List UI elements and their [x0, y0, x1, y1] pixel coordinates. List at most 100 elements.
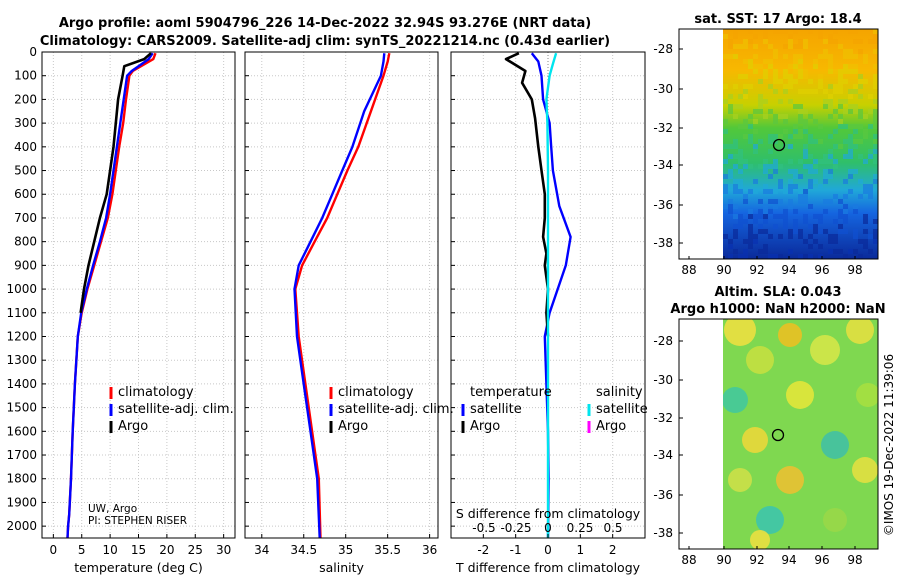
- info-institution: UW, Argo: [88, 503, 137, 515]
- x-axis-label: salinity: [319, 560, 364, 575]
- s-tick-label: 0: [544, 521, 552, 535]
- series-temperature-argo: [504, 52, 550, 337]
- lon-tick-label: 92: [749, 553, 764, 567]
- legend-argo: Argo: [118, 419, 148, 434]
- lat-tick-label: -28: [653, 42, 673, 56]
- depth-tick-label: 1400: [6, 377, 37, 391]
- lat-tick-label: -32: [653, 411, 673, 425]
- x-tick-label: 10: [102, 543, 117, 557]
- lon-tick-label: 96: [814, 263, 829, 277]
- lon-tick-label: 90: [716, 263, 731, 277]
- legend-argo-s: Argo: [338, 419, 368, 434]
- temperature-legend: climatology satellite-adj. clim. Argo: [109, 385, 234, 434]
- salinity-legend: climatology satellite-adj. clim. Argo: [329, 385, 454, 434]
- series-satellite-adj-clim-: [293, 53, 386, 539]
- depth-tick-label: 1700: [6, 448, 37, 462]
- legend-climatology: climatology: [118, 385, 194, 400]
- depth-tick-label: 0: [29, 45, 37, 59]
- depth-tick-label: 1600: [6, 424, 37, 438]
- lon-tick-label: 94: [781, 263, 796, 277]
- lon-tick-label: 88: [681, 263, 696, 277]
- lon-tick-label: 90: [716, 553, 731, 567]
- difference-panel: -2 -1 0 1 2 T difference from climatology: [450, 51, 646, 575]
- series-satellite-adj-clim-: [66, 52, 154, 539]
- lon-tick-label: 92: [749, 263, 764, 277]
- salinity-panel: 34 34.5 35 35.5 36 salinity: [244, 51, 439, 575]
- depth-tick-label: 1900: [6, 495, 37, 509]
- s-tick-label: 0.5: [603, 521, 622, 535]
- timestamp-stamp: ©IMOS 19-Dec-2022 11:39:06: [882, 354, 896, 536]
- legend-climatology-s: climatology: [338, 385, 414, 400]
- depth-tick-label: 2000: [6, 519, 37, 533]
- main-title-line1: Argo profile: aoml 5904796_226 14-Dec-20…: [59, 16, 591, 31]
- lat-tick-label: -32: [653, 121, 673, 135]
- x-axis-label: T difference from climatology: [455, 560, 641, 575]
- lat-tick-label: -34: [653, 158, 673, 172]
- depth-tick-label: 800: [14, 235, 37, 249]
- difference-legend: temperature salinity satellite Argo sate…: [461, 385, 648, 434]
- x-tick-label: 0: [544, 543, 552, 557]
- x-tick-label: 1: [577, 543, 585, 557]
- sla-map: [678, 318, 879, 550]
- main-title-line2: Climatology: CARS2009. Satellite-adj cli…: [40, 34, 610, 49]
- sst-map-title: sat. SST: 17 Argo: 18.4: [694, 12, 861, 27]
- x-tick-label: 25: [188, 543, 203, 557]
- s-tick-label: -0.5: [472, 521, 495, 535]
- sla-argo-marker: [771, 428, 785, 442]
- lat-tick-label: -28: [653, 334, 673, 348]
- x-tick-label: 30: [216, 543, 231, 557]
- x-tick-label: -2: [477, 543, 489, 557]
- series-climatology: [66, 52, 157, 539]
- x-tick-label: 20: [159, 543, 174, 557]
- x-tick-label: 35.5: [374, 543, 401, 557]
- series-salinity-satellite: [545, 52, 558, 538]
- depth-tick-label: 500: [14, 164, 37, 178]
- legend-satellite-adj: satellite-adj. clim.: [118, 402, 234, 417]
- x-axis-label: temperature (deg C): [74, 560, 203, 575]
- depth-tick-label: 100: [14, 69, 37, 83]
- depth-tick-label: 1500: [6, 401, 37, 415]
- lon-tick-label: 96: [814, 553, 829, 567]
- series-temperature-satellite: [530, 52, 572, 539]
- x-tick-label: 34: [254, 543, 269, 557]
- temperature-panel: 0 5 10 15 20 25 30 temperature (deg C): [41, 51, 236, 575]
- plot-frame: [244, 51, 439, 539]
- lat-tick-label: -30: [653, 82, 673, 96]
- lat-tick-label: -36: [653, 488, 673, 502]
- map-axes: 88 90 92 94 96 98 -28 -30 -32 -34 -36 -38 88 90 92 94 96…: [653, 42, 862, 567]
- sla-map-title-line2: Argo h1000: NaN h2000: NaN: [670, 302, 885, 317]
- depth-tick-label: 1200: [6, 329, 37, 343]
- depth-tick-label: 300: [14, 116, 37, 130]
- depth-tick-label: 900: [14, 258, 37, 272]
- sla-map-title-line1: Altim. SLA: 0.043: [715, 285, 842, 300]
- series-climatology: [294, 52, 391, 539]
- lon-tick-label: 98: [847, 553, 862, 567]
- x-tick-label: 35: [338, 543, 353, 557]
- series-argo: [79, 52, 152, 313]
- depth-tick-label: 1800: [6, 472, 37, 486]
- lat-tick-label: -30: [653, 373, 673, 387]
- legend-s-satellite: satellite: [596, 402, 648, 417]
- depth-tick-label: 700: [14, 211, 37, 225]
- s-tick-label: -0.25: [500, 521, 531, 535]
- info-pi: PI: STEPHEN RISER: [88, 515, 187, 527]
- legend-temperature-header: temperature: [470, 385, 552, 400]
- lon-tick-label: 94: [781, 553, 796, 567]
- s-tick-label: 0.25: [567, 521, 594, 535]
- legend-t-argo: Argo: [470, 419, 500, 434]
- lat-tick-label: -38: [653, 236, 673, 250]
- legend-salinity-header: salinity: [596, 385, 643, 400]
- s-difference-axis-label: S difference from climatology: [456, 506, 641, 521]
- s-difference-ticks: -0.5 -0.25 0 0.25 0.5: [472, 521, 622, 535]
- depth-tick-label: 1300: [6, 353, 37, 367]
- lat-tick-label: -34: [653, 448, 673, 462]
- lat-tick-label: -36: [653, 198, 673, 212]
- lat-tick-label: -38: [653, 526, 673, 540]
- lon-tick-label: 88: [681, 553, 696, 567]
- x-tick-label: -1: [510, 543, 522, 557]
- legend-s-argo: Argo: [596, 419, 626, 434]
- x-tick-label: 5: [78, 543, 86, 557]
- depth-tick-label: 200: [14, 92, 37, 106]
- x-tick-label: 0: [50, 543, 58, 557]
